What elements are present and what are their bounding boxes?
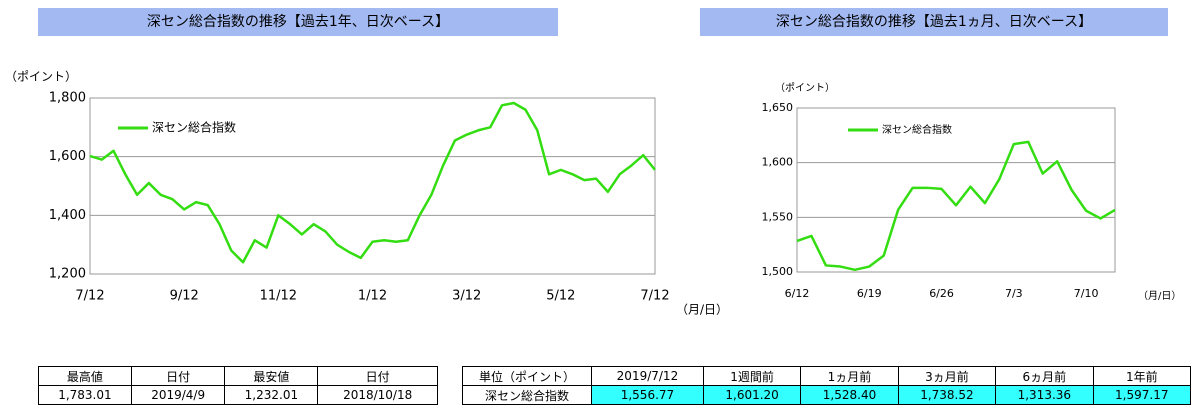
y-axis-label: （ポイント） bbox=[775, 82, 835, 94]
cell: 日付 bbox=[130, 366, 226, 386]
legend-label: 深セン総合指数 bbox=[882, 123, 952, 136]
y-tick-label: 1,600 bbox=[762, 156, 794, 169]
chart-title: 深セン総合指数の推移【過去1ヵ月、日次ベース】 bbox=[776, 14, 1092, 30]
x-axis-label: （月/日） bbox=[676, 303, 728, 317]
title-bar bbox=[700, 8, 1168, 36]
cell: 6ヵ月前 bbox=[995, 366, 1094, 386]
cell: 1,738.52 bbox=[897, 385, 997, 405]
x-tick-label: 3/12 bbox=[452, 289, 481, 304]
x-tick-label: 6/19 bbox=[857, 287, 882, 300]
x-tick-label: 7/10 bbox=[1074, 287, 1099, 300]
cell: 日付 bbox=[317, 366, 438, 386]
cell: 最高値 bbox=[38, 366, 132, 386]
x-axis-label: （月/日） bbox=[1138, 290, 1181, 302]
x-tick-label: 6/12 bbox=[785, 287, 810, 300]
legend-label: 深セン総合指数 bbox=[152, 120, 236, 135]
y-tick-label: 1,500 bbox=[762, 265, 794, 278]
data-line bbox=[796, 140, 1116, 272]
plot-frame bbox=[89, 97, 656, 275]
comparison-table: 単位（ポイント） 2019/7/12 1週間前 1ヵ月前 3ヵ月前 6ヵ月前 1年前 深セン… bbox=[462, 366, 1192, 405]
cell: 1,528.40 bbox=[800, 385, 899, 405]
cell: 2018/10/18 bbox=[317, 385, 438, 405]
x-tick-label: 7/12 bbox=[640, 289, 669, 304]
cell: 最安値 bbox=[224, 366, 319, 386]
y-tick-label: 1,200 bbox=[49, 267, 86, 282]
title-bar bbox=[38, 8, 558, 36]
x-tick-label: 6/26 bbox=[929, 287, 954, 300]
cell: 1週間前 bbox=[702, 366, 802, 386]
data-line bbox=[89, 101, 656, 264]
cell: 1,601.20 bbox=[702, 385, 802, 405]
x-tick-label: 11/12 bbox=[260, 289, 297, 304]
plot-frame bbox=[796, 107, 1116, 273]
x-tick-label: 7/3 bbox=[1005, 287, 1023, 300]
chart-title: 深セン総合指数の推移【過去1年、日次ベース】 bbox=[147, 14, 449, 30]
cell: 深セン総合指数 bbox=[462, 385, 592, 405]
cell: 単位（ポイント） bbox=[462, 366, 592, 386]
y-tick-label: 1,400 bbox=[49, 208, 86, 223]
y-tick-label: 1,650 bbox=[762, 101, 794, 114]
cell: 1ヵ月前 bbox=[800, 366, 899, 386]
cell: 3ヵ月前 bbox=[897, 366, 997, 386]
x-tick-label: 5/12 bbox=[546, 289, 575, 304]
cell: 2019/4/9 bbox=[130, 385, 226, 405]
charts: 深セン総合指数の推移【過去1年、日次ベース】 深セン総合指数の推移【過去1ヵ月、… bbox=[5, 8, 1181, 317]
y-tick-label: 1,600 bbox=[49, 149, 86, 164]
y-tick-label: 1,800 bbox=[49, 91, 86, 106]
x-tick-label: 9/12 bbox=[170, 289, 199, 304]
cell: 2019/7/12 bbox=[591, 366, 704, 386]
x-tick-label: 7/12 bbox=[75, 289, 104, 304]
cell: 1,597.17 bbox=[1092, 385, 1192, 405]
cell: 1,313.36 bbox=[995, 385, 1094, 405]
summary-table: 最高値 日付 最安値 日付 1,783.01 2019/4/9 1,232.01 2018/… bbox=[38, 366, 438, 405]
x-tick-label: 1/12 bbox=[358, 289, 387, 304]
cell: 1,556.77 bbox=[591, 385, 704, 405]
cell: 1年前 bbox=[1092, 366, 1192, 386]
y-tick-label: 1,550 bbox=[762, 210, 794, 223]
y-axis-label: （ポイント） bbox=[5, 70, 77, 84]
cell: 1,783.01 bbox=[38, 385, 132, 405]
cell: 1,232.01 bbox=[224, 385, 319, 405]
